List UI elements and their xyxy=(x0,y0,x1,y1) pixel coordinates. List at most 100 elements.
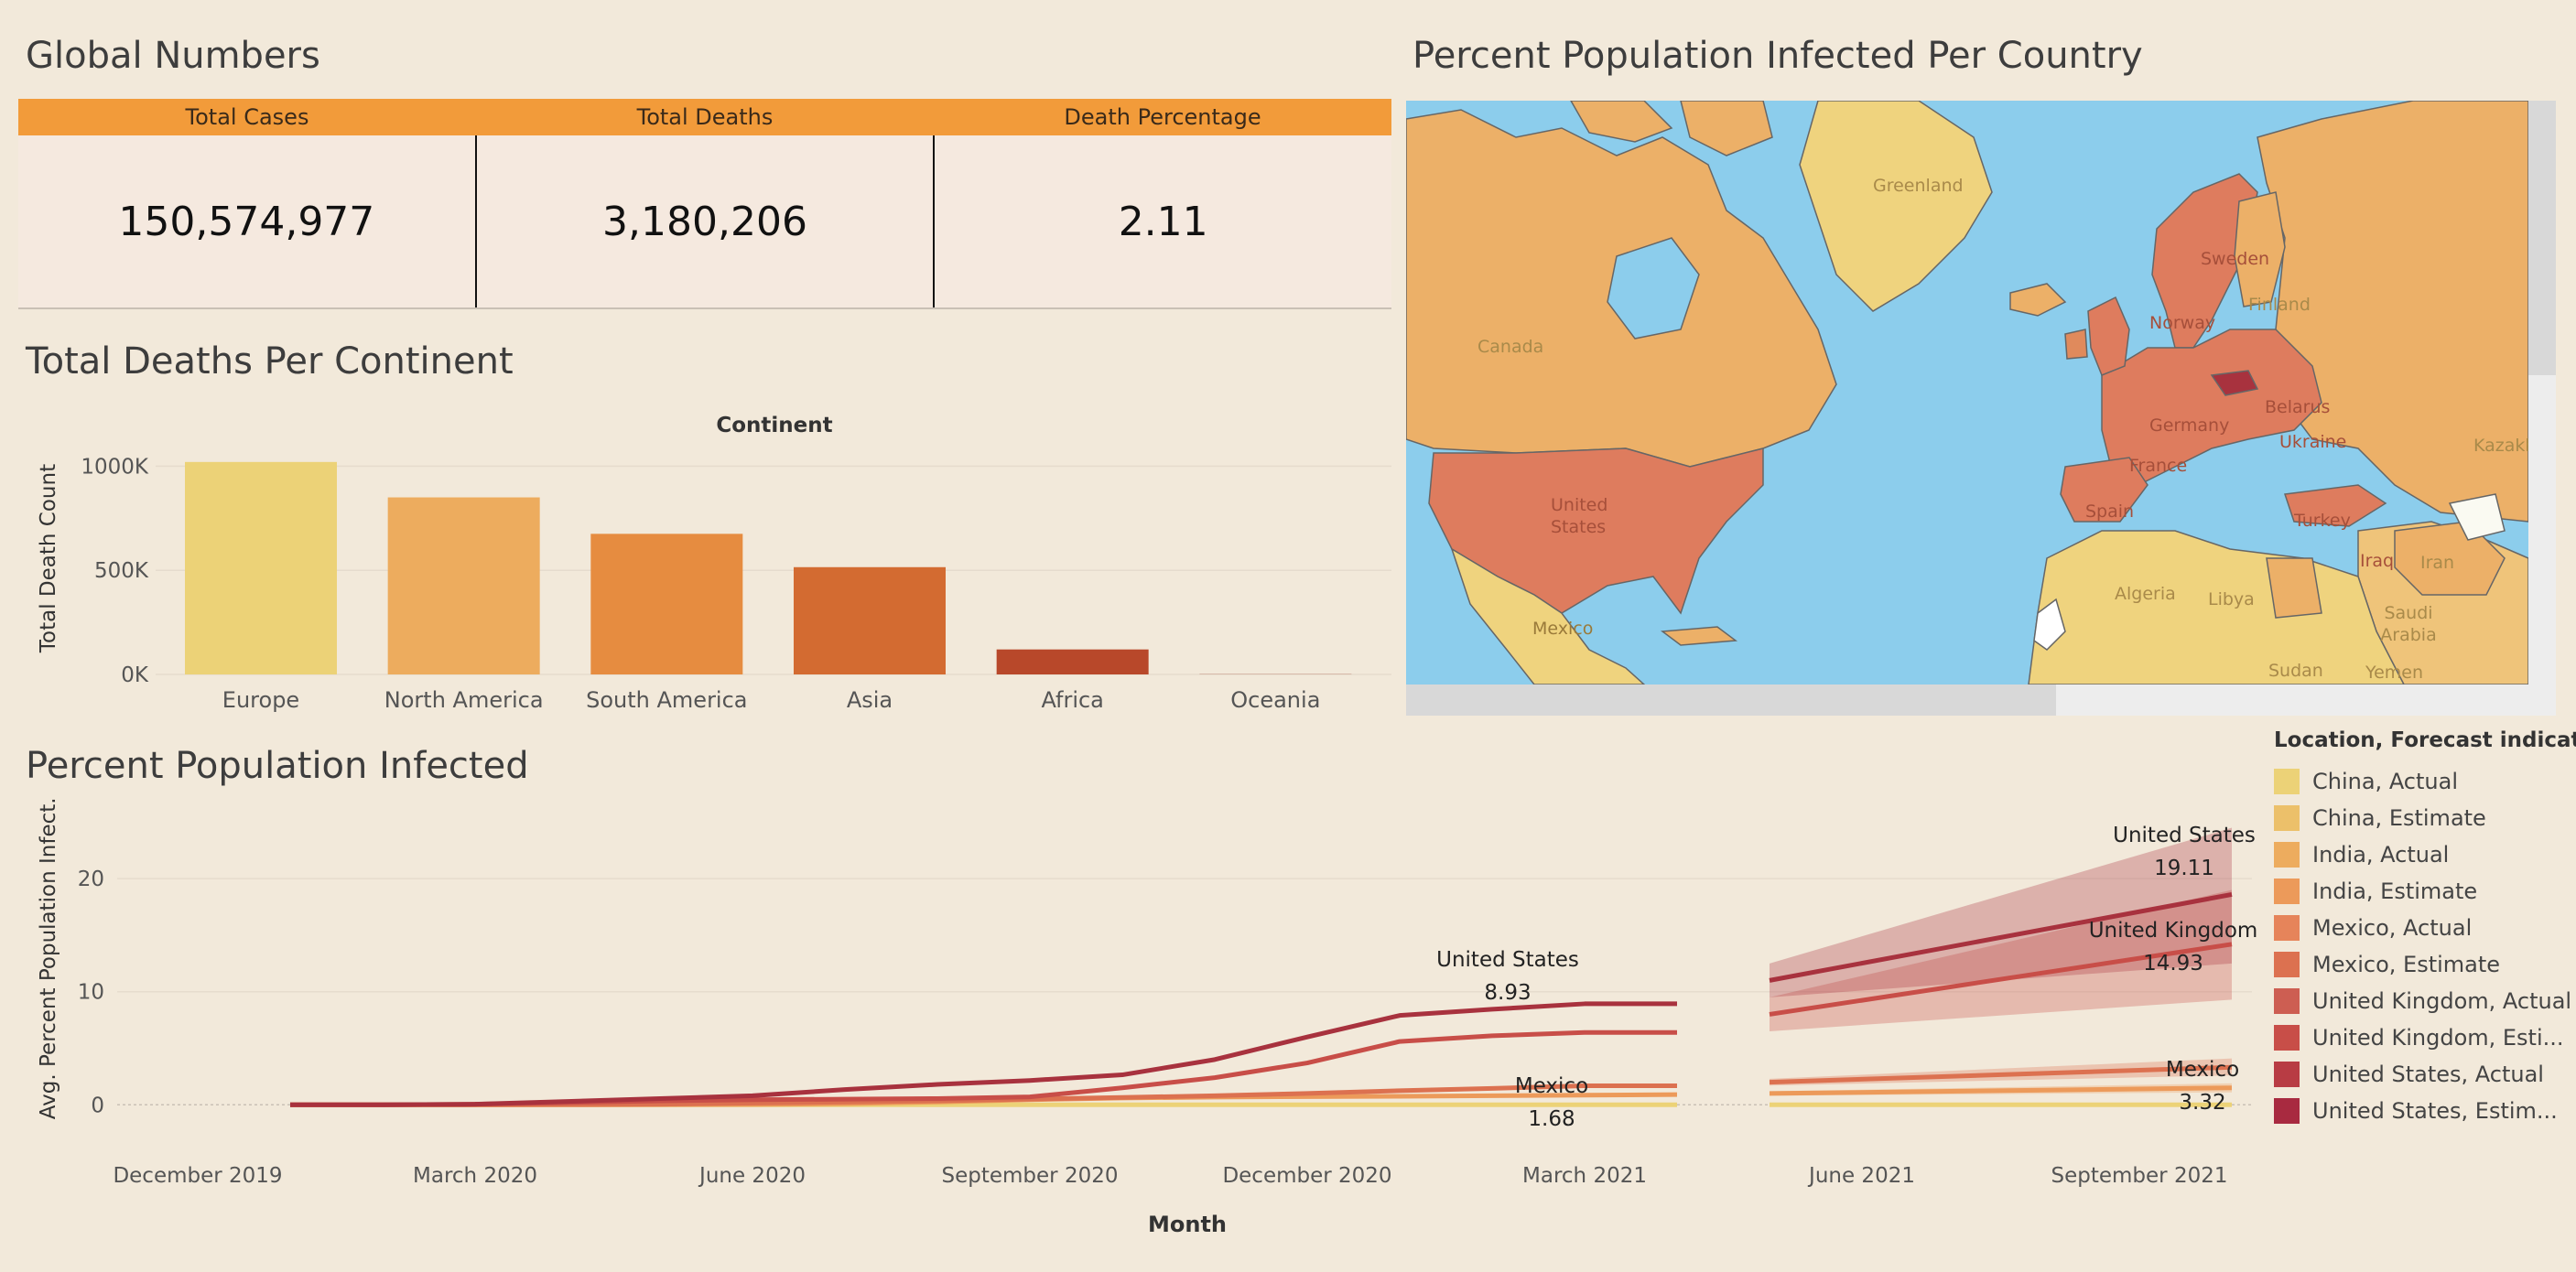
annotation-location: United Kingdom xyxy=(2089,919,2258,943)
map-region-czechia[interactable] xyxy=(2210,370,2259,396)
legend-item[interactable]: United Kingdom, Esti... xyxy=(2274,1019,2567,1056)
map-label-belarus: Belarus xyxy=(2265,397,2331,417)
x-tick-label: September 2020 xyxy=(942,1164,1119,1188)
legend-swatch xyxy=(2274,842,2300,868)
series-line-united-states-actual[interactable] xyxy=(290,1001,1677,1107)
map-label-norway: Norway xyxy=(2149,313,2216,333)
legend-swatch xyxy=(2274,988,2300,1014)
annotation-value: 19.11 xyxy=(2154,857,2214,880)
legend-label: United States, Estim... xyxy=(2312,1098,2558,1124)
x-tick-label: South America xyxy=(586,687,747,713)
map-label-saudi-arabia: Saudi Arabia xyxy=(2380,603,2437,645)
series-line-united-kingdom-estimate[interactable] xyxy=(1769,942,2233,1017)
annotation-value: 8.93 xyxy=(1484,981,1531,1005)
legend-item[interactable]: China, Estimate xyxy=(2274,800,2567,836)
series-line-united-states-estimate[interactable] xyxy=(1769,891,2233,983)
infected-line-chart: Avg. Percent Population Infect... Month … xyxy=(37,796,2258,1237)
legend-label: India, Actual xyxy=(2312,842,2450,868)
legend-swatch xyxy=(2274,769,2300,794)
map-label-iraq: Iraq xyxy=(2360,551,2395,571)
map-region-hudson-bay xyxy=(1607,237,1700,340)
map-region-caribbean[interactable] xyxy=(1660,626,1738,646)
map-region-canada-islands[interactable] xyxy=(1570,101,1773,156)
legend-item[interactable]: United Kingdom, Actual xyxy=(2274,983,2571,1019)
legend-swatch xyxy=(2274,952,2300,977)
map-region-iceland[interactable] xyxy=(2009,283,2067,317)
series-line-mexico-estimate[interactable] xyxy=(1769,1064,2233,1085)
total-cases-value[interactable]: 150,574,977 xyxy=(118,198,375,245)
forecast-band-united-states-estimate xyxy=(1770,827,2232,997)
series-line-india-estimate[interactable] xyxy=(1769,1085,2233,1096)
total-cases-header[interactable]: Total Cases xyxy=(185,104,309,130)
map-region-spain[interactable] xyxy=(2060,457,2148,523)
global-numbers-header-row: Total Cases Total Deaths Death Percentag… xyxy=(18,99,1391,135)
legend-item[interactable]: China, Actual xyxy=(2274,763,2567,800)
legend-item[interactable]: India, Actual xyxy=(2274,836,2567,873)
map-region-western-sahara[interactable] xyxy=(2033,598,2066,651)
annotation-value: 1.68 xyxy=(1528,1107,1575,1131)
legend-label: United Kingdom, Actual xyxy=(2312,988,2572,1014)
legend-item[interactable]: India, Estimate xyxy=(2274,873,2567,910)
total-deaths-value[interactable]: 3,180,206 xyxy=(474,135,934,307)
map-label-mexico: Mexico xyxy=(1532,619,1594,639)
x-axis-label: Month xyxy=(1148,1212,1227,1237)
map-region-scandinavia[interactable] xyxy=(2151,173,2258,349)
map-horizontal-scrollbar-thumb[interactable] xyxy=(1406,685,2056,716)
map-region-mexico[interactable] xyxy=(1450,547,1646,685)
continent-column-header: Continent xyxy=(716,414,832,437)
legend-item[interactable]: Mexico, Actual xyxy=(2274,910,2567,946)
y-axis-label: Avg. Percent Population Infect... xyxy=(37,796,60,1119)
map-label-ukraine: Ukraine xyxy=(2279,432,2347,452)
legend: Location, Forecast indicat... China, Act… xyxy=(2274,728,2576,1129)
annotation-value: 14.93 xyxy=(2143,952,2203,976)
map-region-finland[interactable] xyxy=(2234,191,2286,307)
map-label-france: France xyxy=(2129,456,2188,476)
map-label-germany: Germany xyxy=(2149,415,2230,436)
legend-swatch xyxy=(2274,805,2300,831)
bar-europe[interactable] xyxy=(185,461,337,674)
map-region-turkmenistan[interactable] xyxy=(2448,493,2506,541)
map-label-united-states: United States xyxy=(1551,495,1608,537)
total-deaths-header[interactable]: Total Deaths xyxy=(636,104,774,130)
map-label-libya: Libya xyxy=(2208,589,2255,609)
map-region-united-kingdom[interactable] xyxy=(2087,296,2130,376)
map-label-turkey: Turkey xyxy=(2294,511,2351,531)
legend-label: Mexico, Actual xyxy=(2312,915,2473,941)
map-region-ireland[interactable] xyxy=(2064,329,2088,360)
bar-north-america[interactable] xyxy=(387,497,540,674)
legend-item[interactable]: Mexico, Estimate xyxy=(2274,946,2567,983)
x-tick-label: December 2019 xyxy=(113,1164,282,1188)
annotation-value: 3.32 xyxy=(2179,1091,2225,1115)
legend-item[interactable]: United States, Actual xyxy=(2274,1056,2567,1093)
map-region-greenland[interactable] xyxy=(1799,101,1993,312)
map-region-turkey[interactable] xyxy=(2283,484,2387,527)
bar-africa[interactable] xyxy=(996,649,1149,674)
legend-swatch xyxy=(2274,1025,2300,1051)
legend-label: China, Actual xyxy=(2312,769,2458,794)
x-tick-label: March 2021 xyxy=(1522,1164,1647,1188)
legend-item[interactable]: United States, Estim... xyxy=(2274,1093,2567,1129)
legend-title[interactable]: Location, Forecast indicat... xyxy=(2274,728,2576,752)
map-label-sudan: Sudan xyxy=(2268,661,2323,681)
annotation-location: Mexico xyxy=(1515,1074,1588,1098)
death-percentage-header[interactable]: Death Percentage xyxy=(1064,104,1261,130)
x-tick-label: June 2020 xyxy=(698,1164,806,1188)
y-tick-label: 1000K xyxy=(81,455,149,479)
bar-south-america[interactable] xyxy=(590,534,743,674)
world-map[interactable]: Greenland Canada United States Mexico Sw… xyxy=(1406,101,2528,685)
map-vertical-scrollbar-thumb[interactable] xyxy=(2528,101,2556,375)
x-tick-label: March 2020 xyxy=(413,1164,537,1188)
x-tick-label: September 2021 xyxy=(2051,1164,2228,1188)
death-percentage-value[interactable]: 2.11 xyxy=(933,135,1391,307)
x-tick-label: Africa xyxy=(1041,687,1103,713)
deaths-bar-chart: Continent Total Death Count 0K500K1000K … xyxy=(37,414,1391,713)
map-region-egypt[interactable] xyxy=(2266,557,2322,619)
map-title: Percent Population Infected Per Country xyxy=(1412,35,2143,77)
map-label-canada: Canada xyxy=(1477,337,1544,357)
legend-label: United Kingdom, Esti... xyxy=(2312,1025,2564,1051)
map-label-iran: Iran xyxy=(2420,553,2455,573)
x-tick-label: Oceania xyxy=(1230,687,1320,713)
bar-asia[interactable] xyxy=(794,566,946,674)
map-label-yemen: Yemen xyxy=(2365,663,2424,683)
x-tick-label: North America xyxy=(384,687,544,713)
